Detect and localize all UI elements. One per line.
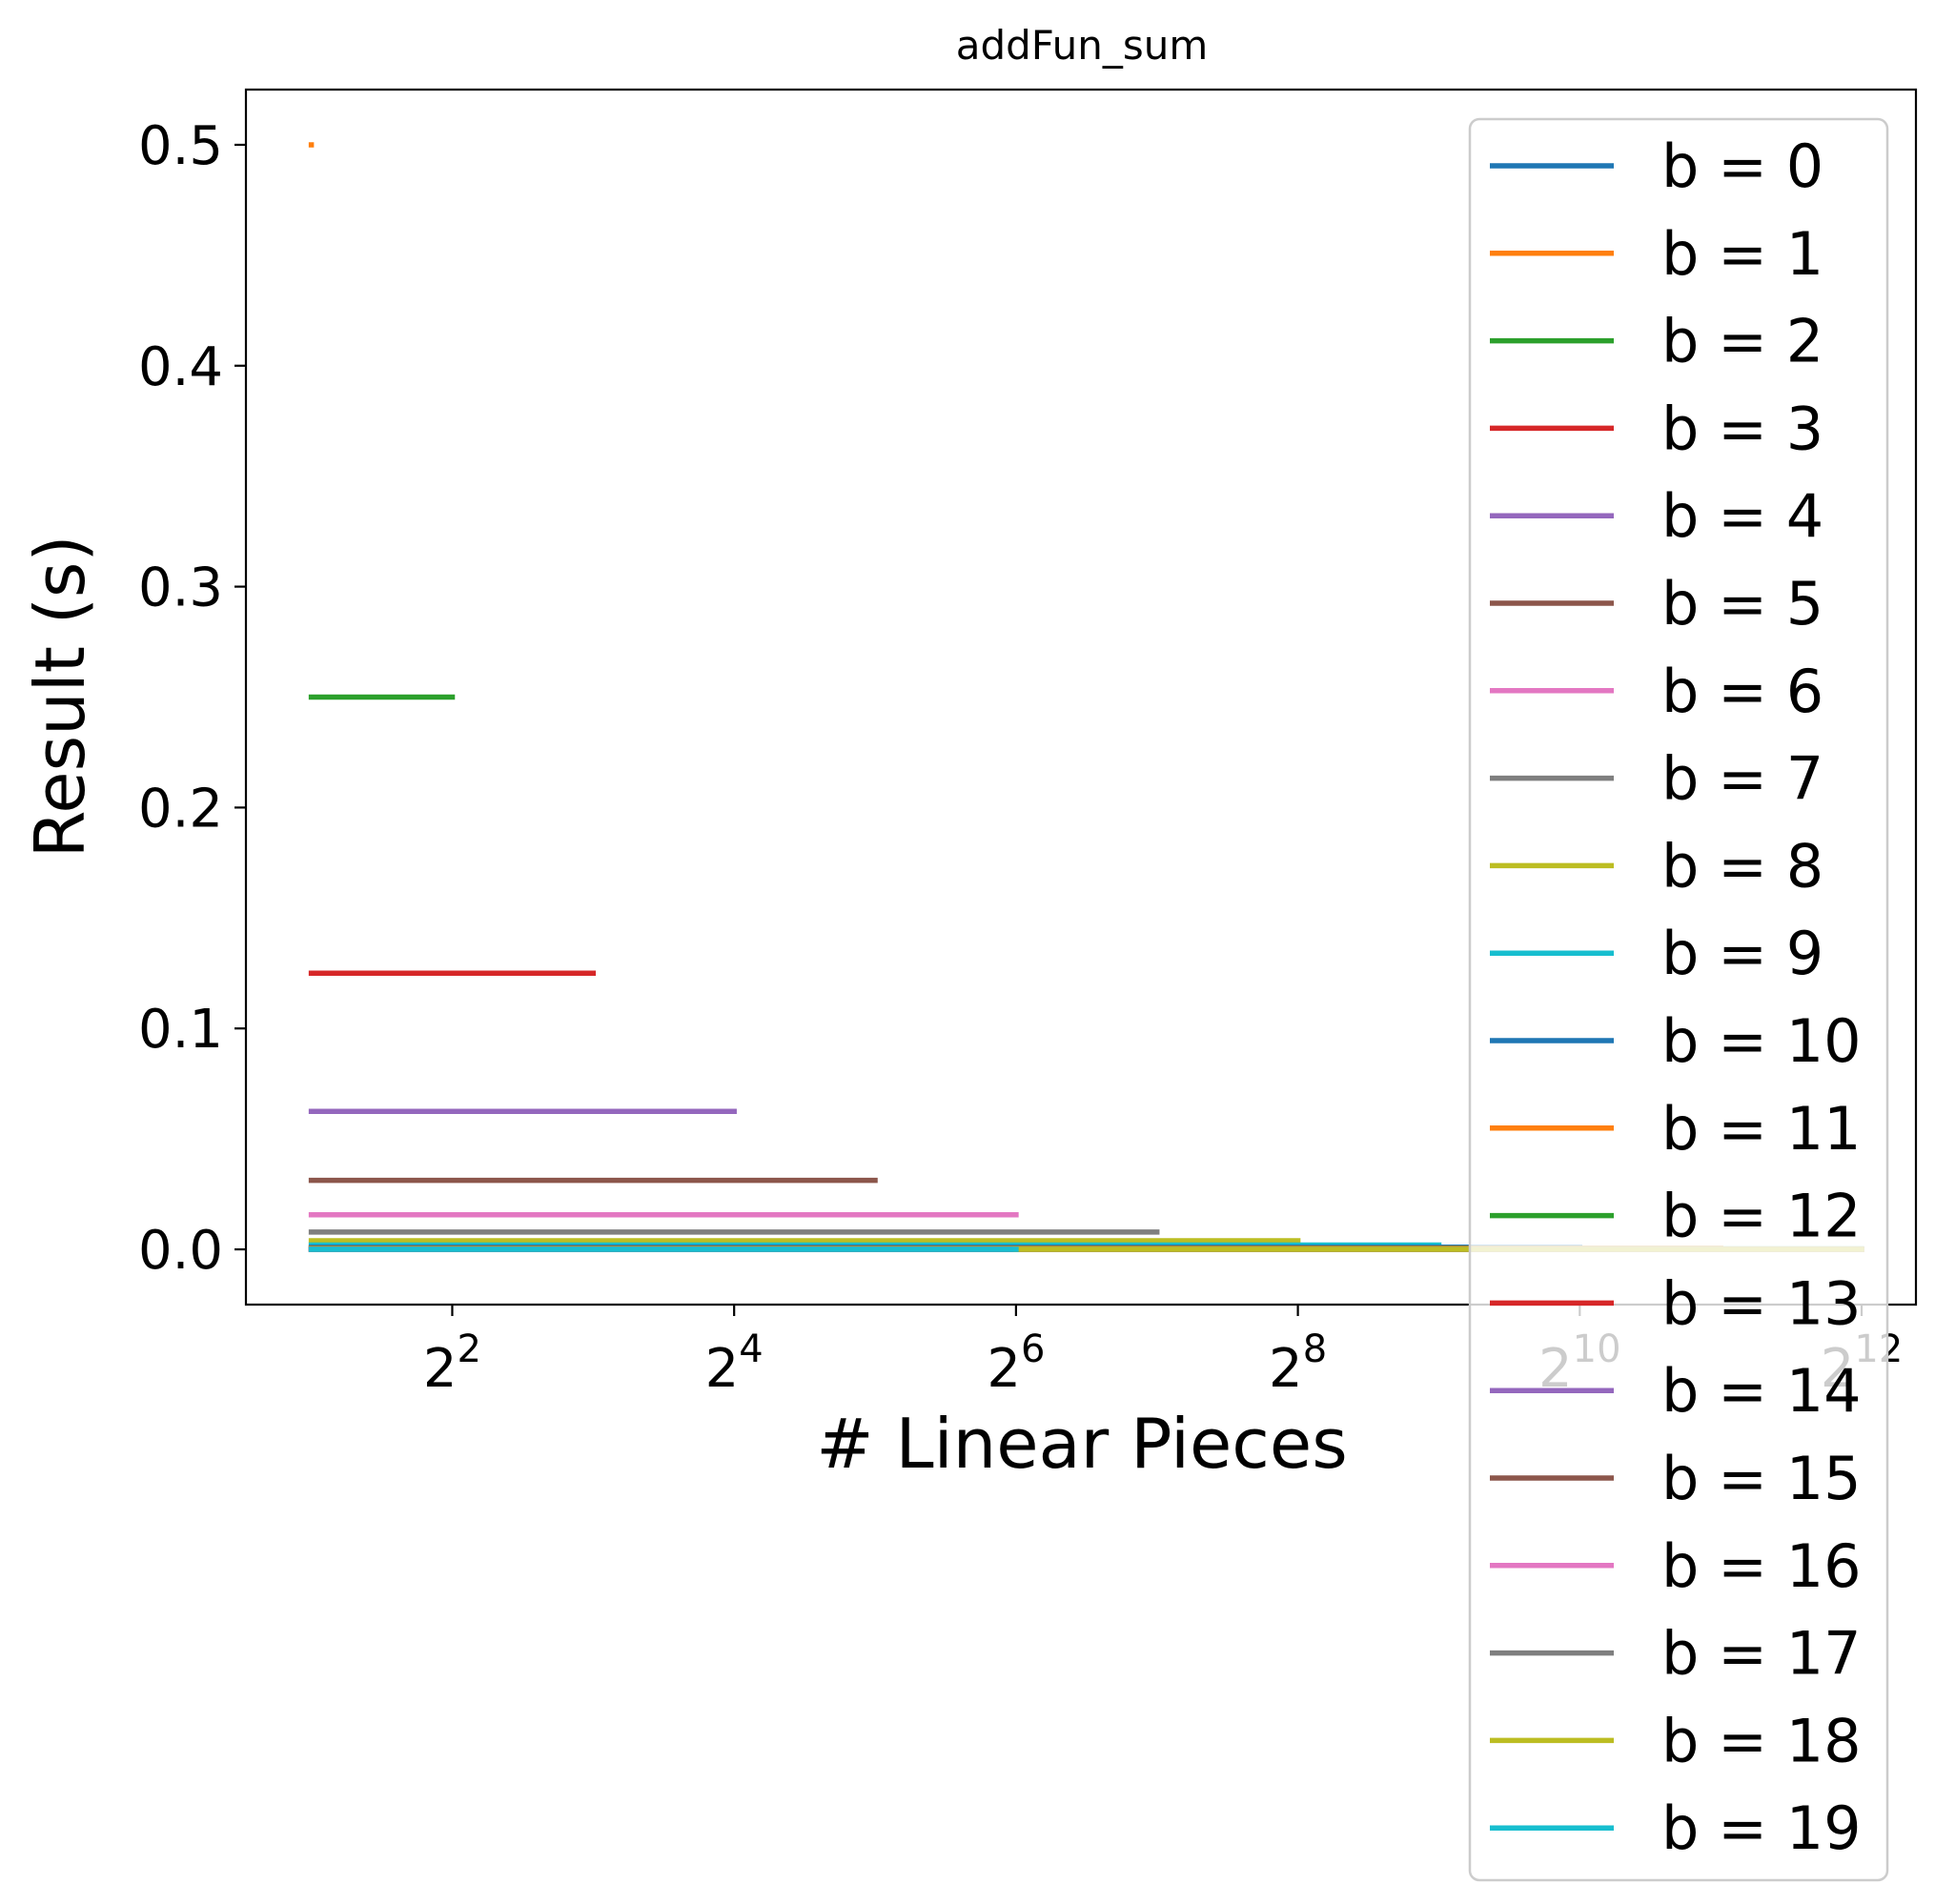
y-tick-label: 0.5: [138, 115, 223, 177]
legend-label-14: b = 14: [1661, 1356, 1862, 1426]
legend-label-16: b = 16: [1661, 1531, 1862, 1601]
y-tick-label: 0.2: [138, 778, 223, 840]
legend-label-15: b = 15: [1661, 1444, 1862, 1513]
legend-label-3: b = 3: [1661, 394, 1823, 463]
series-layer: [308, 142, 1864, 1252]
legend-items: b = 0 b = 1 b = 2 b = 3 b = 4 b = 5 b = 6 b = 7…: [1490, 132, 1862, 1863]
legend-label-18: b = 18: [1661, 1706, 1862, 1775]
legend-label-12: b = 12: [1661, 1182, 1862, 1251]
y-axis-ticks: 0.0 0.1 0.2 0.3 0.4 0.5: [138, 115, 246, 1282]
legend-label-19: b = 19: [1661, 1793, 1862, 1863]
plot-frame: [244, 88, 1918, 1306]
chart-title: addFun_sum: [956, 22, 1209, 69]
legend-label-10: b = 10: [1661, 1006, 1862, 1076]
legend-label-17: b = 17: [1661, 1619, 1862, 1689]
y-tick-label: 0.0: [138, 1220, 223, 1282]
y-tick-label: 0.1: [138, 999, 223, 1061]
legend-label-4: b = 4: [1661, 481, 1823, 551]
x-axis-label: # Linear Pieces: [816, 1404, 1347, 1484]
legend-label-13: b = 13: [1661, 1268, 1862, 1338]
legend-label-2: b = 2: [1661, 307, 1823, 376]
y-axis-label: Result (s): [20, 535, 100, 858]
legend-label-6: b = 6: [1661, 657, 1823, 726]
legend-box: [1468, 117, 1889, 1882]
legend-label-8: b = 8: [1661, 831, 1823, 901]
legend-label-11: b = 11: [1661, 1094, 1862, 1164]
y-tick-label: 0.3: [138, 557, 223, 619]
legend: b = 0 b = 1 b = 2 b = 3 b = 4 b = 5 b = 6 b = 7…: [1468, 117, 1889, 1882]
x-tick-label: 24: [705, 1327, 764, 1400]
legend-label-9: b = 9: [1661, 919, 1823, 988]
legend-label-7: b = 7: [1661, 744, 1823, 814]
legend-label-1: b = 1: [1661, 219, 1823, 289]
y-tick-label: 0.4: [138, 336, 223, 398]
legend-label-5: b = 5: [1661, 569, 1823, 638]
legend-label-0: b = 0: [1661, 132, 1823, 201]
